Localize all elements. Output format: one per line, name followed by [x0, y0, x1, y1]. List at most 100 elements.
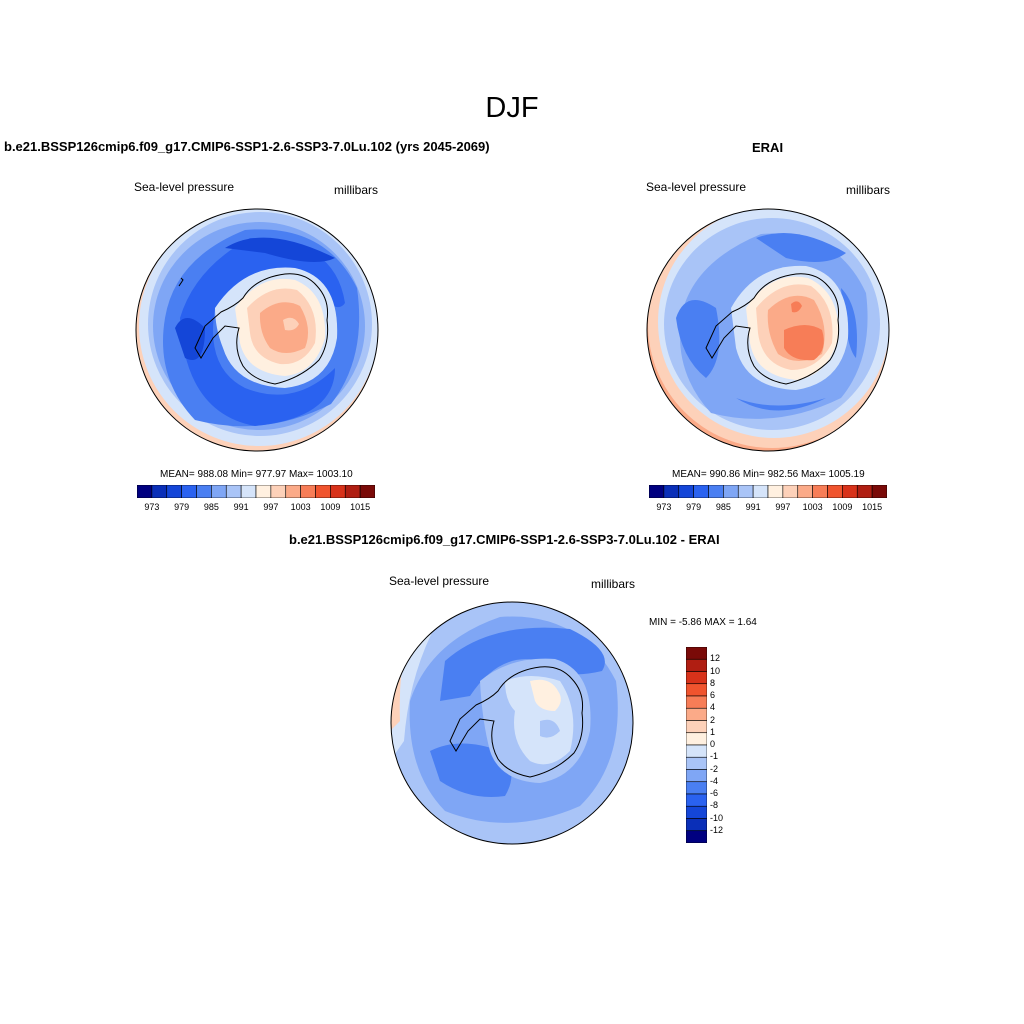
- colorbar-swatch: [686, 781, 707, 795]
- colorbar-swatch: [686, 658, 707, 672]
- colorbar-tick-label: 991: [233, 502, 249, 512]
- colorbar-swatch: [137, 485, 153, 498]
- colorbar-tick-label: 1015: [862, 502, 883, 512]
- colorbar-tick-label: 1: [710, 726, 716, 737]
- colorbar-tick-label: -8: [710, 800, 719, 811]
- panel1-variable-label: Sea-level pressure: [134, 180, 235, 194]
- colorbar-swatch: [686, 720, 707, 734]
- diff-variable-label: Sea-level pressure: [389, 574, 490, 588]
- panel2-polar-map: [646, 208, 890, 452]
- colorbar-tick-label: 973: [656, 502, 672, 512]
- colorbar-tick-label: 4: [710, 702, 716, 713]
- colorbar-tick-label: 12: [710, 653, 721, 664]
- panel2-units-label: millibars: [846, 183, 891, 197]
- colorbar-swatch: [344, 485, 361, 498]
- colorbar-tick-label: 985: [715, 502, 731, 512]
- panel1-title: b.e21.BSSP126cmip6.f09_g17.CMIP6-SSP1-2.…: [4, 139, 490, 154]
- panel1-colorbar: [137, 485, 375, 498]
- colorbar-swatch: [842, 485, 858, 498]
- colorbar-tick-label: 979: [686, 502, 702, 512]
- colorbar-tick-label: 979: [174, 502, 190, 512]
- colorbar-tick-label: 991: [745, 502, 761, 512]
- colorbar-swatch: [871, 485, 887, 498]
- panel1-units-label: millibars: [334, 183, 379, 197]
- colorbar-tick-label: 1015: [350, 502, 371, 512]
- colorbar-swatch: [181, 485, 197, 498]
- colorbar-tick-label: 973: [144, 502, 160, 512]
- colorbar-tick-label: -10: [710, 812, 724, 823]
- colorbar-tick-label: -1: [710, 751, 719, 762]
- colorbar-swatch: [686, 671, 707, 685]
- colorbar-swatch: [663, 485, 680, 498]
- colorbar-tick-label: -6: [710, 788, 719, 798]
- colorbar-tick-label: 1009: [320, 502, 341, 512]
- colorbar-swatch: [166, 485, 182, 498]
- colorbar-swatch: [315, 485, 331, 498]
- colorbar-tick-label: 997: [263, 502, 279, 512]
- colorbar-tick-label: -2: [710, 763, 719, 774]
- colorbar-swatch: [812, 485, 828, 498]
- colorbar-tick-label: 2: [710, 714, 716, 725]
- colorbar-swatch: [285, 485, 301, 498]
- colorbar-swatch: [686, 818, 707, 832]
- colorbar-swatch: [211, 485, 227, 498]
- colorbar-tick-label: 1009: [832, 502, 853, 512]
- colorbar-swatch: [686, 793, 707, 807]
- colorbar-swatch: [649, 485, 665, 498]
- colorbar-swatch: [686, 732, 707, 746]
- panel1-polar-map: [135, 208, 379, 452]
- colorbar-swatch: [225, 485, 242, 498]
- colorbar-swatch: [737, 485, 754, 498]
- colorbar-swatch: [240, 485, 257, 498]
- colorbar-swatch: [330, 485, 346, 498]
- colorbar-tick-label: -4: [710, 775, 719, 786]
- colorbar-swatch: [827, 485, 843, 498]
- colorbar-swatch: [752, 485, 769, 498]
- colorbar-swatch: [300, 485, 316, 498]
- colorbar-swatch: [686, 707, 707, 721]
- panel1-coastline: [194, 273, 329, 385]
- colorbar-swatch: [708, 485, 724, 498]
- colorbar-swatch: [797, 485, 813, 498]
- colorbar-swatch: [196, 485, 212, 498]
- colorbar-swatch: [686, 695, 707, 709]
- colorbar-swatch: [678, 485, 694, 498]
- colorbar-swatch: [686, 830, 707, 843]
- colorbar-swatch: [686, 647, 707, 660]
- colorbar-tick-label: 985: [203, 502, 219, 512]
- diff-coastline: [449, 666, 584, 778]
- colorbar-swatch: [359, 485, 375, 498]
- colorbar-tick-label: 997: [775, 502, 791, 512]
- colorbar-tick-label: 8: [710, 677, 716, 688]
- panel2-coastline: [705, 273, 840, 385]
- diff-units-label: millibars: [591, 577, 636, 591]
- colorbar-swatch: [686, 756, 707, 770]
- panel2-variable-label: Sea-level pressure: [646, 180, 747, 194]
- panel2-title: ERAI: [752, 140, 784, 155]
- main-title: DJF: [485, 92, 539, 124]
- colorbar-tick-label: 1003: [290, 502, 311, 512]
- colorbar-tick-label: 1003: [802, 502, 823, 512]
- colorbar-tick-label: -12: [710, 824, 724, 835]
- diff-polar-map: [390, 601, 634, 845]
- colorbar-swatch: [270, 485, 287, 498]
- colorbar-swatch: [782, 485, 799, 498]
- panel2-stats: MEAN= 990.86 Min= 982.56 Max= 1005.19: [672, 469, 865, 480]
- diff-minmax: MIN = -5.86 MAX = 1.64: [649, 617, 757, 628]
- colorbar-swatch: [686, 683, 707, 697]
- colorbar-swatch: [693, 485, 709, 498]
- colorbar-swatch: [856, 485, 873, 498]
- colorbar-tick-label: 6: [710, 690, 716, 700]
- colorbar-swatch: [686, 769, 707, 783]
- colorbar-swatch: [767, 485, 784, 498]
- colorbar-swatch: [255, 485, 272, 498]
- colorbar-tick-label: 0: [710, 739, 716, 749]
- diff-colorbar: [686, 647, 707, 843]
- panel1-stats: MEAN= 988.08 Min= 977.97 Max= 1003.10: [160, 469, 353, 480]
- panel2-colorbar: [649, 485, 887, 498]
- colorbar-swatch: [151, 485, 168, 498]
- colorbar-tick-label: 10: [710, 665, 721, 676]
- diff-title: b.e21.BSSP126cmip6.f09_g17.CMIP6-SSP1-2.…: [289, 532, 720, 547]
- colorbar-swatch: [723, 485, 739, 498]
- colorbar-swatch: [686, 805, 707, 819]
